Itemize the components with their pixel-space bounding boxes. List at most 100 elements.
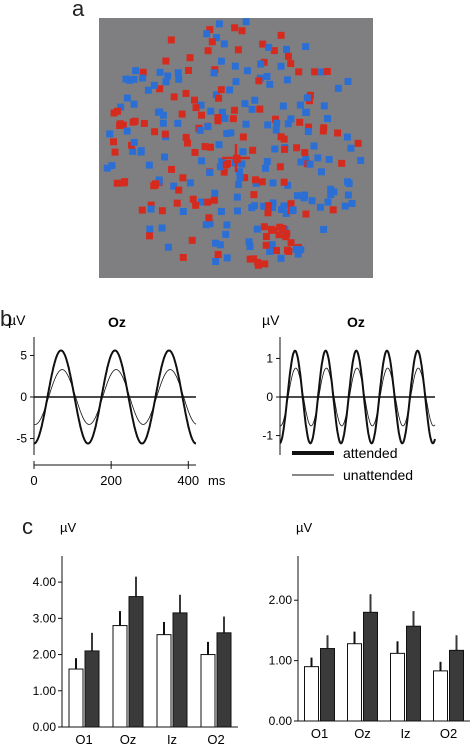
blue-square [197,101,205,109]
y-tick-label: -5 [16,432,27,446]
bar-unattended [156,634,172,728]
x-category-label: Iz [167,732,177,744]
blue-square [287,115,295,123]
blue-square [239,148,247,156]
red-square [287,239,295,247]
blue-square [306,160,314,168]
blue-square [265,43,273,51]
blue-square [232,78,240,86]
red-square [311,68,319,76]
blue-square [174,119,182,127]
blue-square [233,193,241,201]
blue-square [325,155,333,163]
blue-square [216,163,224,171]
red-square [113,179,121,187]
blue-square [242,120,250,128]
red-square [284,52,292,60]
red-square [188,236,196,244]
red-square [259,40,267,48]
red-square [139,68,147,76]
blue-square [292,245,300,253]
red-square [184,139,192,147]
bar-attended [128,596,144,728]
red-square [191,148,199,156]
y-axis-unit-label: µV [262,312,280,328]
blue-square [320,225,328,233]
series-unattended-line [33,369,197,425]
blue-square [241,100,249,108]
blue-square [174,69,182,77]
red-square [250,255,258,263]
blue-square [132,67,140,75]
blue-square [293,192,301,200]
red-square [239,133,247,141]
blue-square [252,179,260,187]
y-tick-label: 3.00 [33,611,57,625]
y-tick-label: -1 [262,429,273,443]
time-axis-unit: ms [208,473,226,488]
blue-square [289,207,297,215]
red-square [295,68,303,76]
bar-unattended [68,668,84,728]
red-square [258,178,266,186]
blue-square [280,202,288,210]
blue-square [129,147,137,155]
blue-square [211,239,219,247]
red-square [250,191,258,199]
blue-square [236,174,244,182]
blue-square [206,169,214,177]
blue-square [159,111,167,119]
red-square [179,253,187,261]
blue-square [277,62,285,70]
bar-unattended [433,670,448,722]
red-square [198,111,206,119]
blue-square [210,69,218,77]
bar-unattended [390,652,405,722]
red-square [208,38,216,46]
red-square [178,110,186,118]
blue-square [266,80,274,88]
blue-square [302,155,310,163]
red-square [204,47,212,55]
blue-square [283,76,291,84]
blue-square [198,198,206,206]
y-tick-label: 4.00 [33,575,57,589]
blue-square [268,241,276,249]
blue-square [324,198,332,206]
blue-square [263,72,271,80]
red-square [271,115,279,123]
red-square [338,159,346,167]
red-square [214,114,222,122]
red-square [190,96,198,104]
x-category-label: O2 [440,726,457,741]
blue-square [196,126,204,134]
red-square [129,118,137,126]
blue-square [246,243,254,251]
red-square [241,174,249,182]
red-square [222,161,230,169]
blue-square [212,258,220,266]
blue-square [318,68,326,76]
red-square [302,210,310,218]
blue-square [226,86,234,94]
red-square [277,31,285,39]
blue-square [144,86,152,94]
time-tick-label: 0 [30,473,37,488]
bar-unattended [112,625,128,728]
blue-square [269,179,277,187]
red-square [229,115,237,123]
red-square [276,163,284,171]
blue-square [130,138,138,146]
blue-square [284,120,292,128]
y-tick-label: 5 [20,348,27,362]
blue-square [161,153,169,161]
blue-square [213,34,221,42]
blue-square [297,246,305,254]
red-square [262,233,270,241]
blue-square [316,203,324,211]
blue-square [139,74,147,82]
blue-square [206,220,214,228]
red-square [254,258,262,266]
red-square [238,27,246,35]
blue-square [236,168,244,176]
